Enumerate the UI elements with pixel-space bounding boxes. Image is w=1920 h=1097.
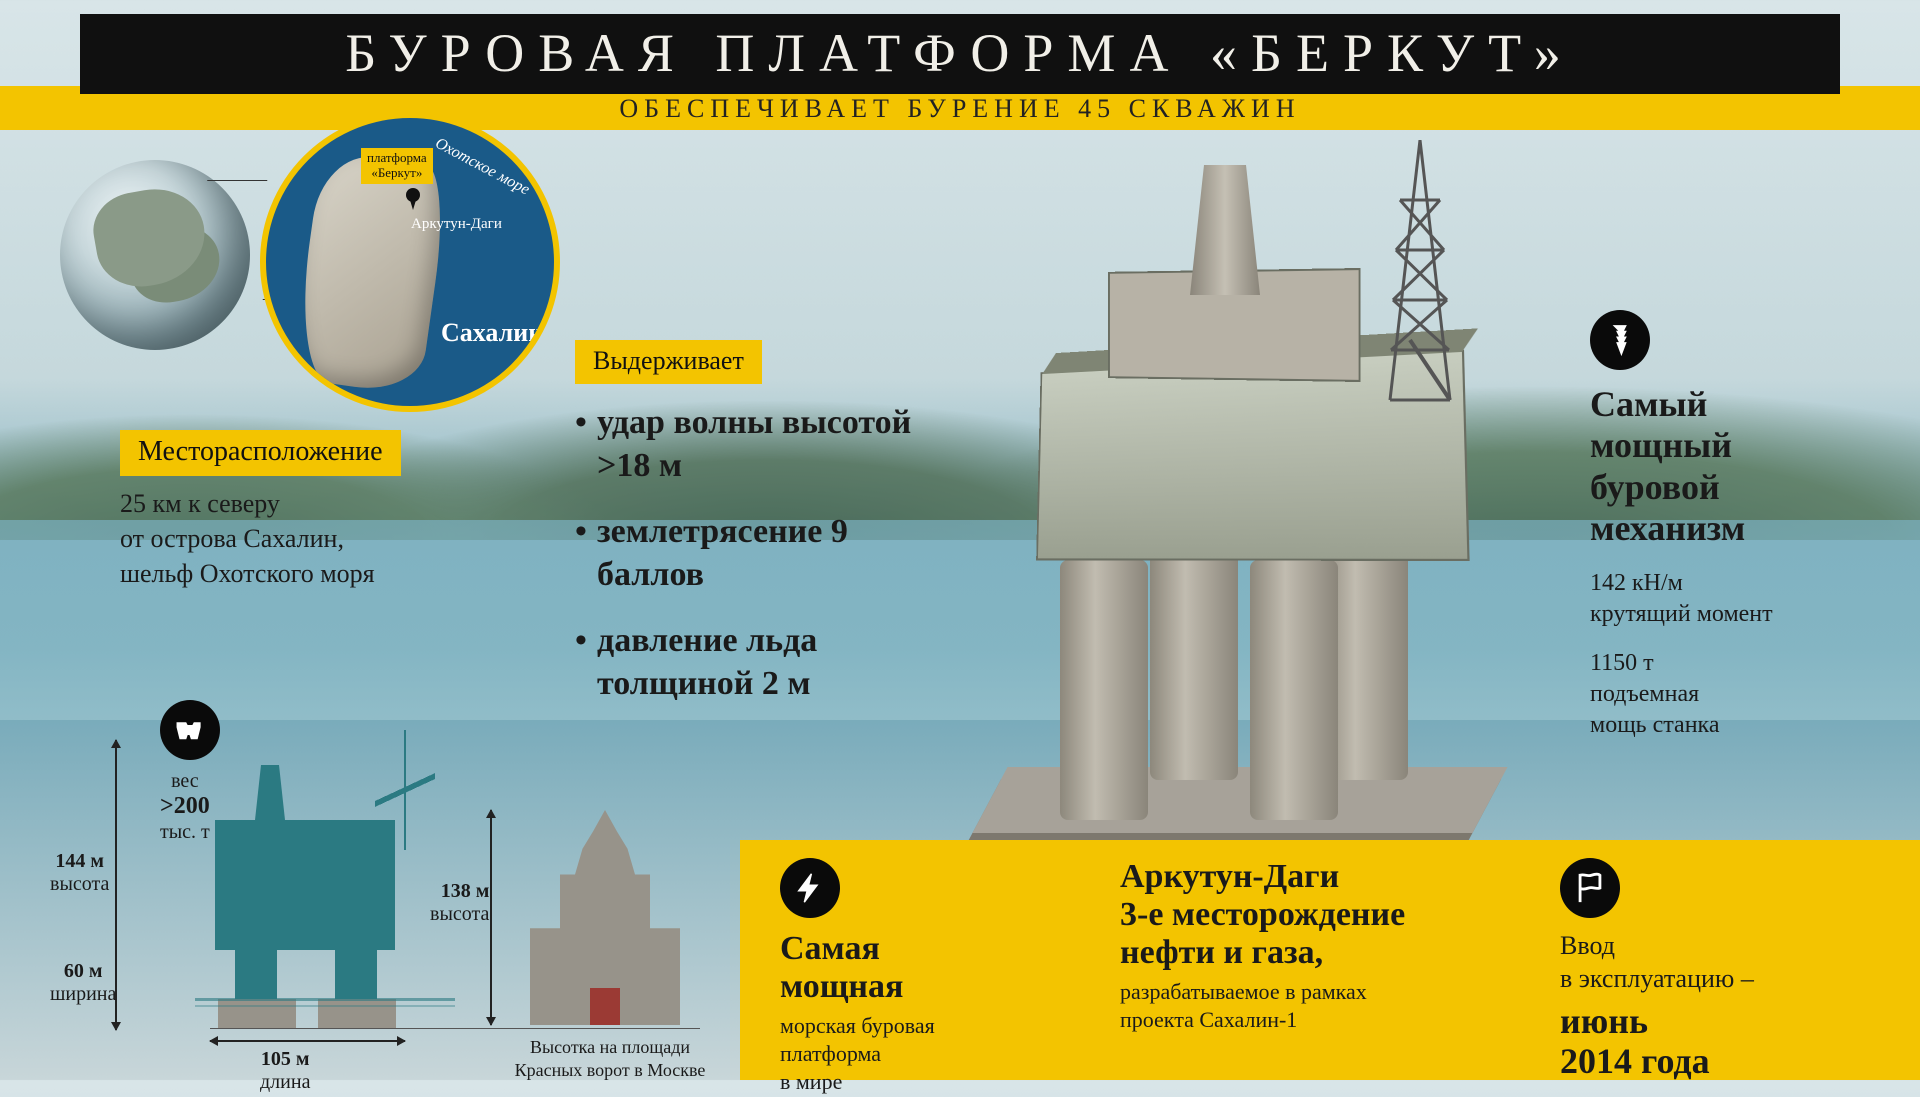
page-title: БУРОВАЯ ПЛАТФОРМА «БЕРКУТ»: [80, 14, 1840, 94]
dim-length-l1: 105 м: [261, 1048, 310, 1070]
fb-t1: Самая: [780, 930, 880, 967]
size-diagram: вес >200 тыс. т 144 м высота 60 м ширина…: [60, 700, 760, 1070]
dim-width: 60 м ширина: [50, 960, 116, 1006]
dim-bheight-line: [490, 810, 492, 1025]
rig-base-1: [218, 999, 296, 1029]
withstand-tag: Выдерживает: [575, 340, 762, 384]
fd-t2: в эксплуатацию –: [1560, 964, 1754, 993]
fc-s2: проекта Сахалин-1: [1120, 1007, 1297, 1032]
fact-c-title: Аркутун-Даги 3-е месторождение нефти и г…: [1120, 858, 1500, 972]
dim-b-l1: 138 м: [441, 880, 490, 902]
dim-length: 105 м длина: [260, 1048, 310, 1094]
pylon-4: [1250, 560, 1338, 820]
bcap-l2: Красных ворот в Москве: [515, 1060, 706, 1080]
platform-slab: [972, 767, 1507, 833]
pylon-3: [1060, 560, 1148, 820]
fb-t2: мощная: [780, 968, 903, 1005]
dim-height: 144 м высота: [50, 850, 109, 896]
dim-weight: вес >200 тыс. т: [160, 770, 210, 844]
dim-width-l1: 60 м: [64, 960, 103, 982]
dim-length-l2: длина: [260, 1071, 310, 1093]
fact-most-powerful-rig: Самый мощный буровой механизм 142 кН/м к…: [1590, 310, 1880, 760]
dim-length-line: [210, 1040, 405, 1042]
waterline: [195, 998, 455, 1001]
withstand-item-2: землетрясение 9 баллов: [575, 511, 935, 596]
map-pin-label: платформа «Беркут»: [361, 148, 433, 184]
fr-p2b: подъемная: [1590, 681, 1699, 707]
building-caption: Высотка на площади Красных ворот в Москв…: [490, 1036, 730, 1081]
location-block: Месторасположение 25 км к северу от остр…: [120, 430, 500, 591]
dim-b-l2: высота: [430, 903, 489, 925]
ground-line: [210, 1028, 700, 1029]
fact-d-date: июнь 2014 года: [1560, 1001, 1880, 1082]
building-door: [590, 988, 620, 1025]
fact-c-sub: разрабатываемое в рамках проекта Сахалин…: [1120, 978, 1500, 1034]
dim-width-l2: ширина: [50, 983, 116, 1005]
fr-t2: мощный: [1590, 425, 1732, 465]
fb-s2: платформа: [780, 1041, 881, 1066]
fd-t1: Ввод: [1560, 931, 1615, 960]
location-l1: 25 км к северу: [120, 489, 280, 518]
location-tag: Месторасположение: [120, 430, 401, 476]
fact-commissioning: Ввод в эксплуатацию – июнь 2014 года: [1560, 858, 1880, 1088]
fact-b-title: Самая мощная: [780, 930, 1080, 1006]
platform-3d: [950, 120, 1550, 880]
fc-t1: Аркутун-Даги: [1120, 858, 1339, 895]
fc-t3: нефти и газа,: [1120, 934, 1323, 971]
fr-t3: буровой: [1590, 467, 1720, 507]
dim-weight-l2: >200: [160, 793, 210, 819]
map-pin-label-l2: «Беркут»: [371, 165, 422, 180]
fb-s3: в мире: [780, 1069, 842, 1094]
platform-derrick: [1370, 140, 1480, 410]
fact-field: Аркутун-Даги 3-е месторождение нефти и г…: [1120, 858, 1500, 1035]
fr-p2a: 1150 т: [1590, 650, 1654, 676]
fact-b-sub: морская буровая платформа в мире: [780, 1012, 1080, 1096]
dim-bheight: 138 м высота: [430, 880, 489, 926]
binoculars-icon: [160, 700, 220, 760]
fact-right-title: Самый мощный буровой механизм: [1590, 384, 1880, 550]
fact-d-lead: Ввод в эксплуатацию –: [1560, 930, 1880, 995]
flag-icon: [1560, 858, 1620, 918]
dim-height-l1: 144 м: [55, 850, 104, 872]
map-pin-label-l1: платформа: [367, 150, 427, 165]
fact-most-powerful-platform: Самая мощная морская буровая платформа в…: [780, 858, 1080, 1097]
fr-p2c: мощь станка: [1590, 712, 1720, 738]
fr-p1a: 142 кН/м: [1590, 570, 1683, 596]
fd-b1: июнь: [1560, 1001, 1648, 1041]
location-text: 25 км к северу от острова Сахалин, шельф…: [120, 486, 500, 591]
fc-s1: разрабатываемое в рамках: [1120, 979, 1367, 1004]
fact-right-p2: 1150 т подъемная мощь станка: [1590, 648, 1880, 742]
dim-weight-l1: вес: [171, 770, 199, 792]
location-l3: шельф Охотского моря: [120, 559, 375, 588]
platform-chimney: [1190, 165, 1260, 295]
drill-icon: [1590, 310, 1650, 370]
location-l2: от острова Сахалин,: [120, 524, 344, 553]
rig-base-2: [318, 999, 396, 1029]
map-pin-icon: [406, 188, 420, 202]
fr-p1b: крутящий момент: [1590, 601, 1773, 627]
withstand-item-3: давление льда толщиной 2 м: [575, 620, 935, 705]
bcap-l1: Высотка на площади: [530, 1037, 690, 1057]
fb-s1: морская буровая: [780, 1013, 935, 1038]
withstand-block: Выдерживает удар волны высотой >18 м зем…: [575, 340, 935, 729]
fc-t2: 3-е месторождение: [1120, 896, 1405, 933]
map-field-label: Аркутун-Даги: [411, 216, 502, 233]
map-island: [291, 150, 452, 396]
rig-silhouette: [215, 820, 395, 950]
map-sea-label: Охотское море: [432, 135, 532, 200]
bolt-icon: [780, 858, 840, 918]
fd-b2: 2014 года: [1560, 1041, 1710, 1081]
fr-t4: механизм: [1590, 508, 1745, 548]
fact-right-p1: 142 кН/м крутящий момент: [1590, 568, 1880, 630]
dim-weight-l3: тыс. т: [160, 821, 210, 843]
dim-height-l2: высота: [50, 873, 109, 895]
withstand-item-1: удар волны высотой >18 м: [575, 402, 935, 487]
fr-t1: Самый: [1590, 384, 1707, 424]
location-map: платформа «Беркут» Охотское море Аркутун…: [260, 112, 560, 412]
map-island-label: Сахалин: [441, 318, 543, 348]
